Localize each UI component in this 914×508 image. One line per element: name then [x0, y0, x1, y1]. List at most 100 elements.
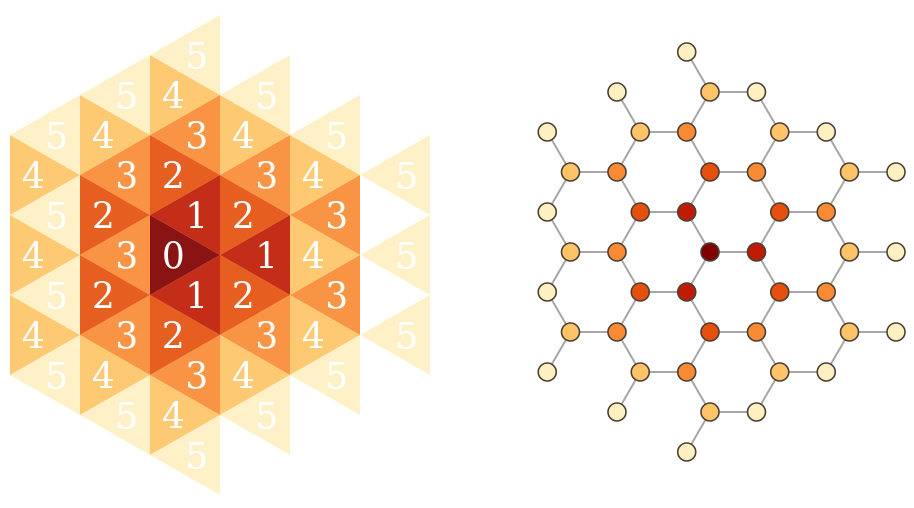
triangle-distance-label: 5	[45, 117, 68, 158]
triangle-distance-label: 1	[255, 237, 278, 278]
graph-node	[700, 322, 720, 342]
lattice-triangle	[290, 295, 360, 375]
graph-node	[816, 362, 837, 382]
lattice-triangle	[80, 135, 150, 215]
graph-node	[886, 322, 906, 342]
graph-node	[607, 242, 627, 262]
graph-node	[839, 162, 860, 182]
graph-node	[630, 202, 651, 222]
graph-node	[746, 82, 767, 102]
lattice-triangle	[150, 135, 220, 215]
triangle-distance-label: 4	[92, 357, 115, 398]
triangle-distance-label: 5	[395, 157, 418, 198]
lattice-triangle	[220, 295, 290, 375]
triangle-distance-label: 4	[162, 77, 185, 118]
triangle-distance-label: 2	[92, 197, 115, 238]
graph-node	[839, 242, 860, 262]
graph-node	[839, 322, 860, 342]
lattice-triangle	[80, 55, 150, 135]
lattice-triangle	[80, 95, 150, 175]
graph-node	[560, 162, 581, 182]
lattice-triangle	[220, 175, 290, 255]
lattice-triangle	[220, 335, 290, 415]
graph-node	[537, 202, 558, 222]
triangle-distance-label: 4	[22, 157, 45, 198]
triangle-distance-label: 3	[185, 357, 208, 398]
graph-node	[630, 122, 651, 142]
triangle-distance-label: 0	[162, 237, 185, 278]
graph-node	[700, 242, 720, 262]
triangle-distance-label: 3	[185, 117, 208, 158]
lattice-triangle	[80, 255, 150, 335]
triangle-distance-label: 5	[45, 277, 68, 318]
lattice-triangle	[10, 135, 80, 215]
lattice-triangle	[360, 215, 430, 295]
lattice-triangle	[150, 415, 220, 495]
triangle-distance-label: 5	[395, 237, 418, 278]
triangle-distance-label: 5	[45, 357, 68, 398]
lattice-triangle	[150, 295, 220, 375]
lattice-triangle	[80, 295, 150, 375]
graph-node	[537, 282, 558, 302]
graph-node	[676, 282, 697, 302]
triangle-distance-label: 4	[302, 317, 325, 358]
graph-node	[537, 362, 558, 382]
triangle-distance-label: 4	[162, 397, 185, 438]
lattice-triangle	[10, 295, 80, 375]
graph-node	[816, 282, 837, 302]
graph-node	[700, 402, 720, 422]
graph-node	[560, 322, 581, 342]
triangle-distance-label: 5	[45, 197, 68, 238]
triangle-distance-label: 3	[255, 317, 278, 358]
lattice-triangle	[220, 95, 290, 175]
graph-node	[676, 42, 697, 62]
triangle-distance-label: 5	[185, 37, 208, 78]
triangle-distance-label: 1	[185, 277, 208, 318]
triangle-distance-label: 5	[115, 77, 138, 118]
lattice-triangle	[150, 95, 220, 175]
lattice-triangle	[150, 15, 220, 95]
lattice-triangle	[150, 255, 220, 335]
lattice-triangle	[150, 215, 220, 295]
honeycomb-graph-panel	[537, 42, 906, 462]
graph-node	[769, 282, 790, 302]
triangle-distance-label: 5	[325, 117, 348, 158]
lattice-triangle	[150, 335, 220, 415]
triangle-distance-label: 3	[325, 197, 348, 238]
triangle-distance-label: 2	[92, 277, 115, 318]
triangle-distance-label: 2	[162, 317, 185, 358]
lattice-triangle	[220, 375, 290, 455]
lattice-triangle	[360, 295, 430, 375]
graph-node	[746, 242, 767, 262]
graph-node	[769, 202, 790, 222]
graph-node	[630, 282, 651, 302]
triangle-distance-label: 2	[232, 197, 255, 238]
triangle-distance-label: 3	[325, 277, 348, 318]
graph-node	[886, 242, 906, 262]
lattice-triangle	[290, 255, 360, 335]
lattice-triangle	[290, 175, 360, 255]
lattice-triangle	[360, 135, 430, 215]
triangle-distance-label: 4	[232, 117, 255, 158]
triangle-distance-label: 5	[185, 437, 208, 478]
triangular-lattice-panel: 0 111222222333333333444444444444555555555…	[10, 15, 430, 495]
lattice-triangle	[220, 55, 290, 135]
lattice-triangle	[220, 255, 290, 335]
lattice-triangle	[10, 175, 80, 255]
lattice-triangle	[10, 335, 80, 415]
graph-node	[769, 362, 790, 382]
graph-node	[816, 202, 837, 222]
lattice-triangle	[150, 375, 220, 455]
triangle-distance-label: 4	[92, 117, 115, 158]
triangle-distance-label: 3	[115, 157, 138, 198]
lattice-triangle	[80, 175, 150, 255]
lattice-triangle	[10, 215, 80, 295]
graph-node	[607, 322, 627, 342]
honeycomb-nodes	[537, 42, 906, 462]
triangle-distance-label: 4	[302, 157, 325, 198]
lattice-triangle	[220, 215, 290, 295]
graph-node	[816, 122, 837, 142]
graph-node	[769, 122, 790, 142]
graph-node	[746, 402, 767, 422]
